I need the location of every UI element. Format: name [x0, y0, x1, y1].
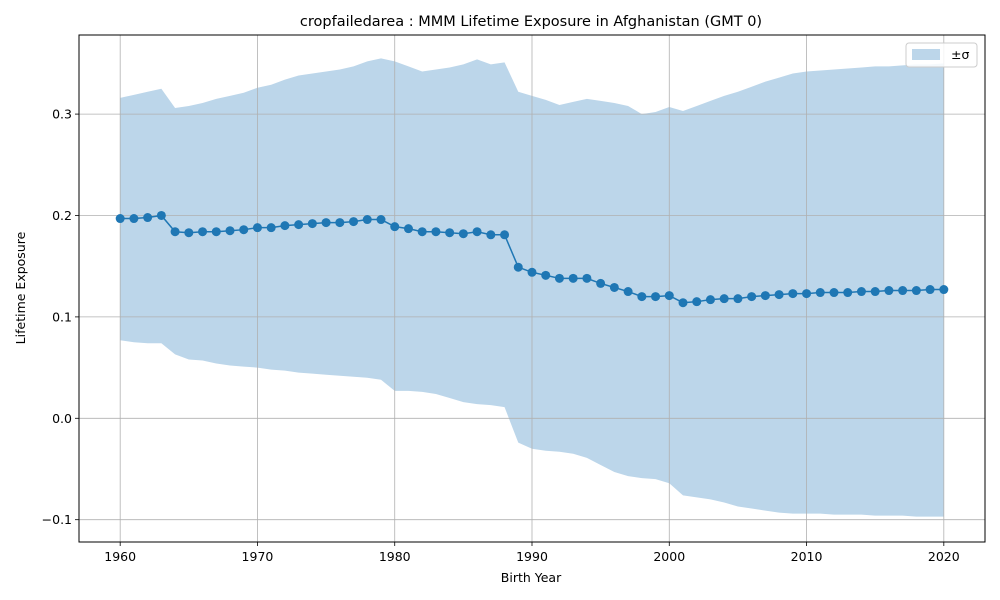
y-ticks: −0.1 0.0 0.1 0.2 0.3: [42, 107, 79, 527]
data-point: [719, 294, 729, 304]
x-tick-label: 2010: [791, 549, 823, 564]
data-point: [651, 292, 661, 302]
data-point: [788, 289, 798, 299]
data-point: [692, 297, 702, 307]
data-point: [554, 273, 564, 283]
data-point: [760, 291, 770, 301]
chart-title: cropfailedarea : MMM Lifetime Exposure i…: [300, 14, 762, 30]
x-tick-label: 2020: [928, 549, 960, 564]
data-point: [390, 222, 400, 232]
data-point: [362, 215, 372, 225]
data-point: [458, 229, 468, 239]
data-point: [664, 291, 674, 301]
y-tick-label: 0.0: [52, 411, 72, 426]
data-point: [527, 267, 537, 277]
data-point: [376, 215, 386, 225]
data-point: [198, 227, 208, 237]
data-point: [349, 217, 359, 227]
data-point: [843, 288, 853, 298]
data-point: [211, 227, 221, 237]
x-tick-label: 2000: [653, 549, 685, 564]
data-point: [774, 290, 784, 300]
data-point: [486, 230, 496, 240]
data-point: [678, 298, 688, 308]
data-point: [156, 210, 166, 220]
data-point: [280, 221, 290, 231]
data-point: [170, 227, 180, 237]
data-point: [596, 278, 606, 288]
data-point: [609, 282, 619, 292]
data-point: [623, 287, 633, 297]
data-point: [445, 228, 455, 238]
y-tick-label: 0.2: [52, 208, 72, 223]
data-point: [335, 218, 345, 228]
data-point: [417, 227, 427, 237]
data-point: [884, 286, 894, 296]
x-tick-label: 1960: [104, 549, 136, 564]
y-tick-label: 0.3: [52, 107, 72, 122]
data-point: [815, 288, 825, 298]
y-tick-label: 0.1: [52, 309, 72, 324]
data-point: [939, 285, 949, 295]
data-point: [143, 213, 153, 223]
x-tick-label: 1970: [242, 549, 274, 564]
data-point: [184, 228, 194, 238]
data-point: [239, 225, 249, 235]
y-tick-label: −0.1: [42, 512, 72, 527]
grid-layer: [79, 35, 985, 542]
data-point: [856, 287, 866, 297]
data-point: [129, 214, 139, 224]
data-point: [898, 286, 908, 296]
data-point: [747, 292, 757, 302]
data-point: [500, 230, 510, 240]
legend-swatch: [912, 49, 940, 60]
data-point: [403, 224, 413, 234]
data-point: [431, 227, 441, 237]
data-point: [829, 288, 839, 298]
data-point: [925, 285, 935, 295]
legend: ±σ: [905, 42, 978, 68]
x-tick-label: 1980: [379, 549, 411, 564]
data-point: [541, 270, 551, 280]
data-point: [307, 219, 317, 229]
data-point: [321, 218, 331, 228]
data-point: [472, 227, 482, 237]
data-point: [802, 289, 812, 299]
data-point: [568, 273, 578, 283]
x-axis-label: Birth Year: [501, 570, 562, 585]
data-point: [637, 292, 647, 302]
y-axis-label: Lifetime Exposure: [13, 231, 28, 344]
data-point: [911, 286, 921, 296]
x-tick-label: 1990: [516, 549, 548, 564]
legend-label: ±σ: [951, 47, 969, 62]
data-point: [266, 223, 276, 233]
data-point: [115, 214, 125, 224]
data-point: [705, 295, 715, 305]
series-marker-layer: [115, 210, 949, 308]
data-point: [225, 226, 235, 236]
x-ticks: 1960 1970 1980 1990 2000 2010 2020: [104, 542, 960, 564]
data-point: [294, 220, 304, 230]
data-point: [252, 223, 262, 233]
data-point: [733, 294, 743, 304]
data-point: [870, 287, 880, 297]
data-point: [513, 262, 523, 272]
data-point: [582, 273, 592, 283]
